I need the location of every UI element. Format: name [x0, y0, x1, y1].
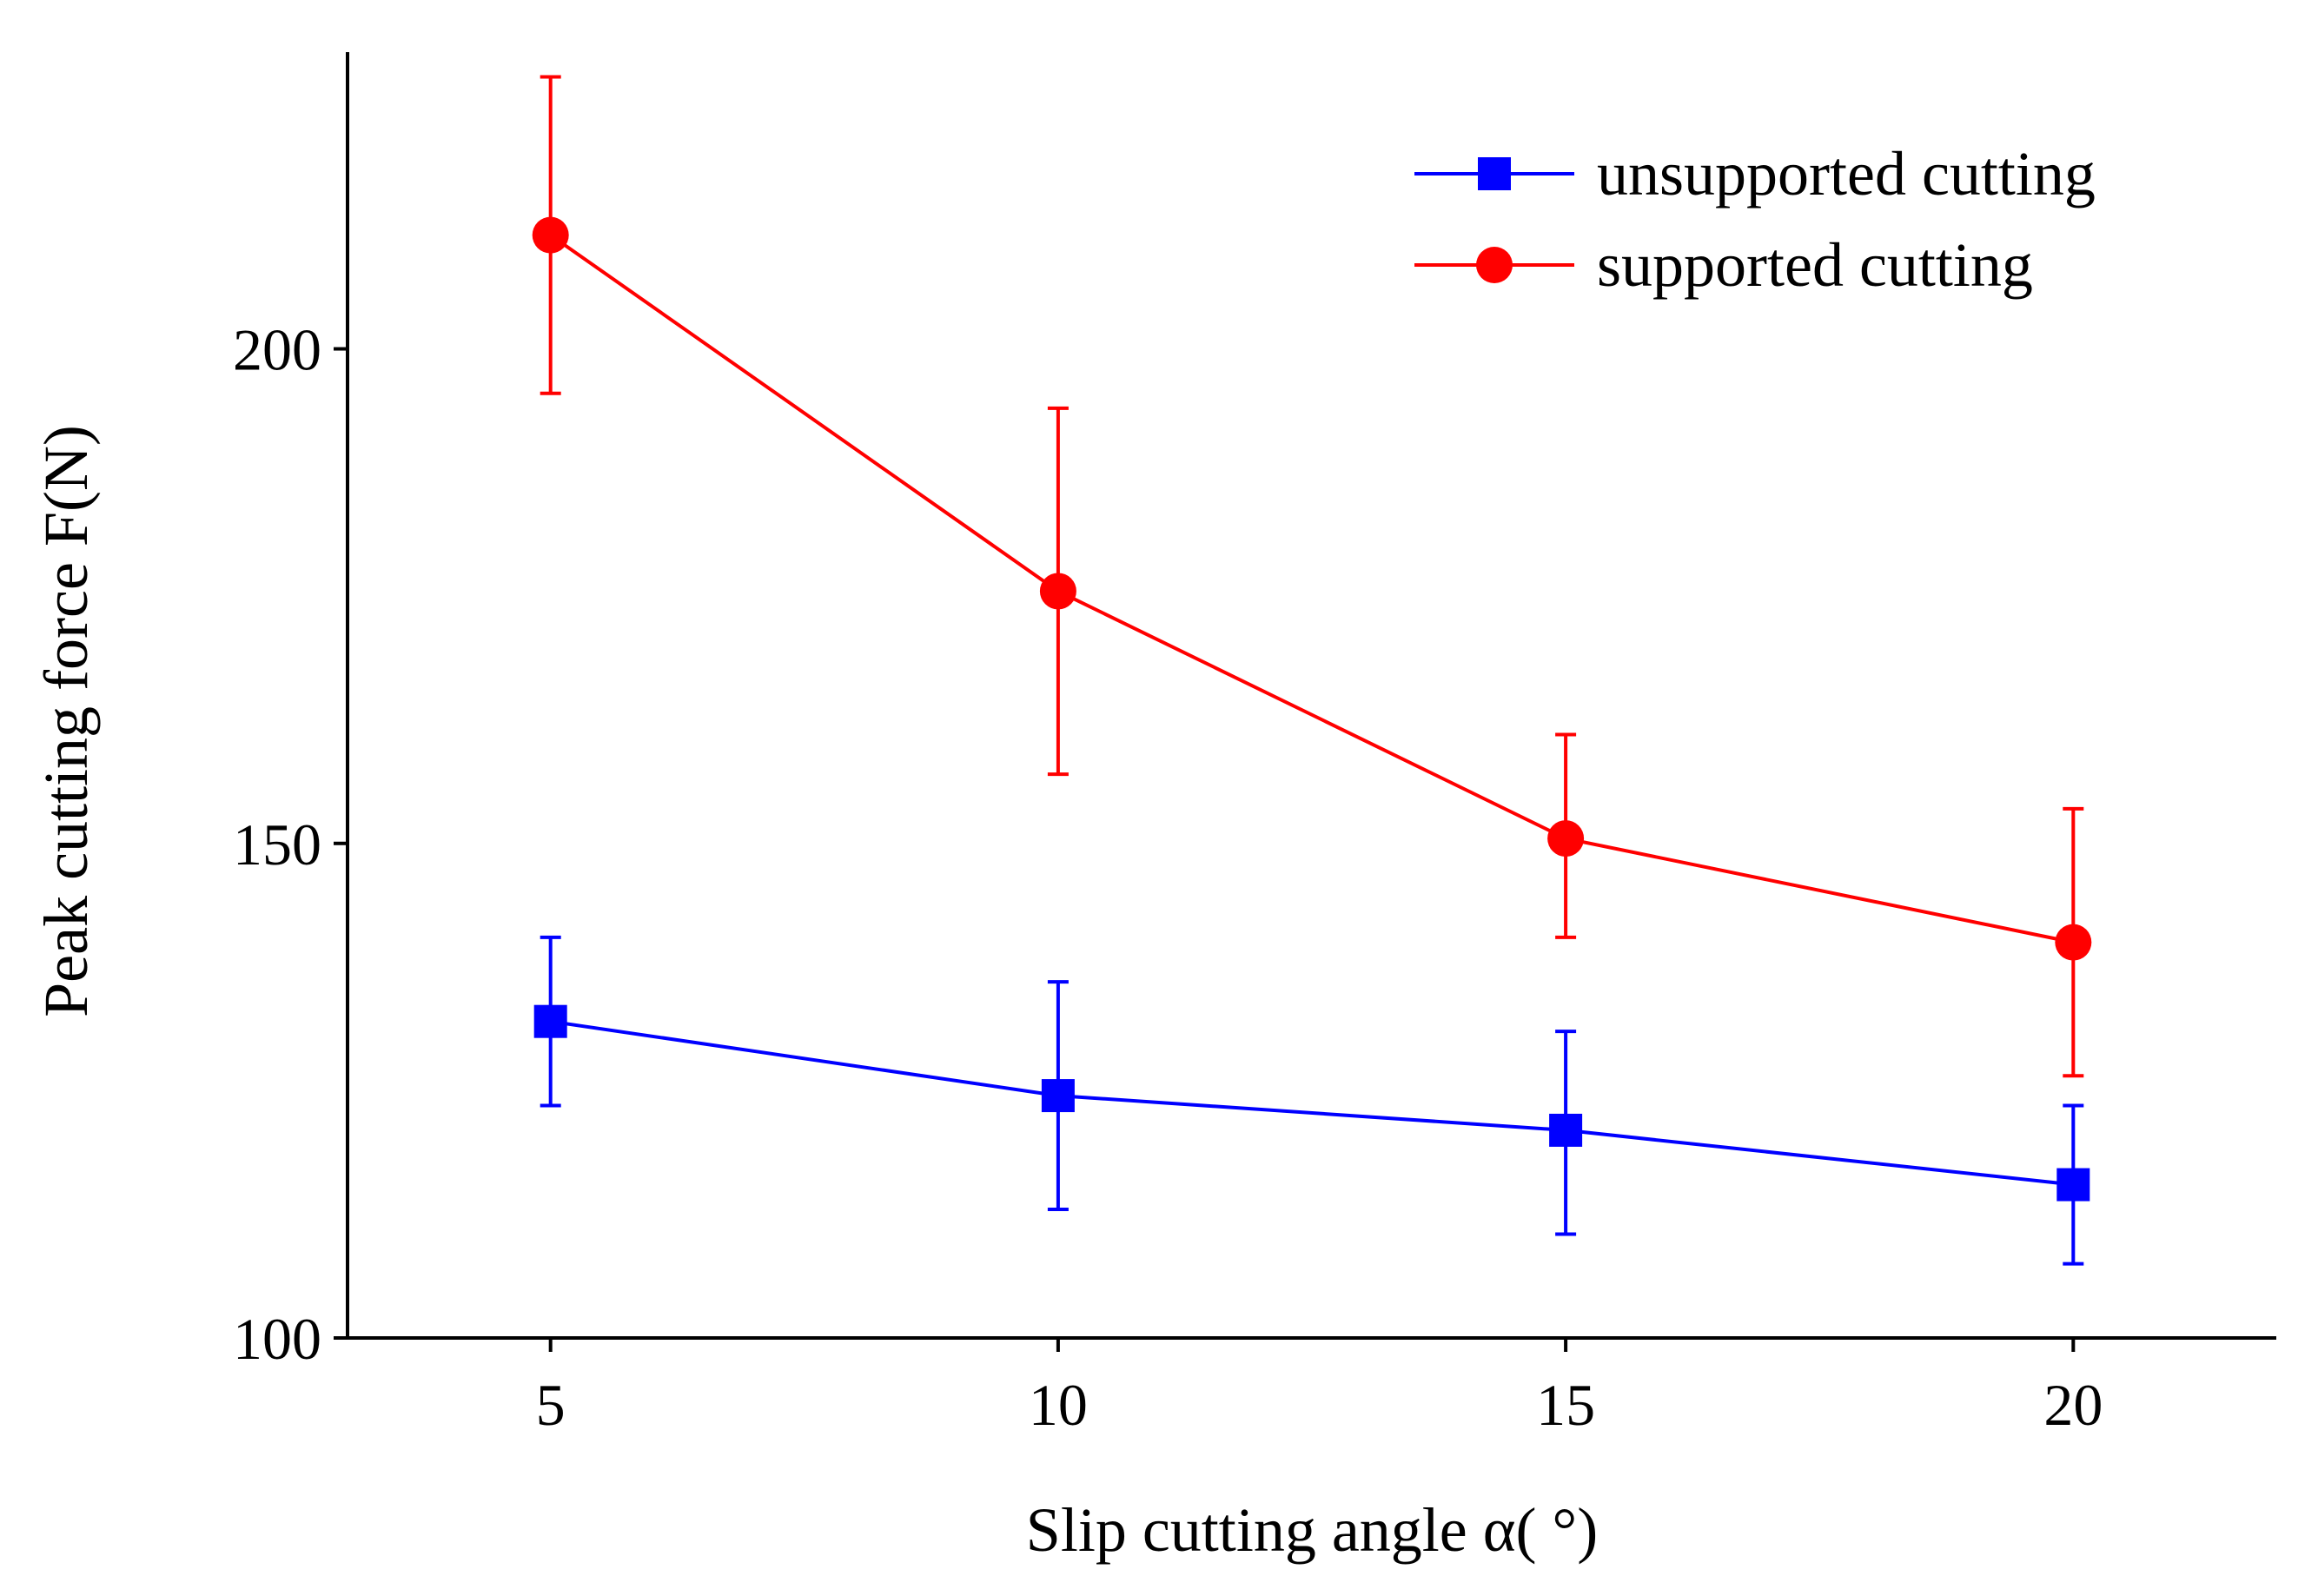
- x-axis-label: Slip cutting angle α( °): [1026, 1495, 1598, 1565]
- x-tick-label: 10: [1029, 1372, 1088, 1438]
- data-point: [2056, 1168, 2090, 1202]
- ticks-layer: 5 10 15 20 100 150 200: [233, 317, 2103, 1438]
- y-axis-label: Peak cutting force F(N): [31, 425, 101, 1017]
- legend-label: supported cutting: [1597, 230, 2033, 300]
- axes-layer: [346, 52, 2276, 1340]
- y-tick-label: 100: [233, 1306, 321, 1372]
- x-tick-label: 5: [536, 1372, 566, 1438]
- legend-item: unsupported cutting: [1414, 139, 2096, 209]
- series-line: [549, 233, 2074, 944]
- data-point: [532, 216, 569, 254]
- legend-label: unsupported cutting: [1597, 139, 2096, 209]
- legend-marker: [1476, 247, 1513, 283]
- data-point: [2055, 924, 2092, 961]
- data-point: [533, 1004, 567, 1038]
- legend-item: supported cutting: [1414, 230, 2033, 300]
- data-point: [1041, 1079, 1075, 1113]
- data-point: [1549, 1113, 1583, 1147]
- legend-marker: [1478, 157, 1511, 190]
- series-line: [550, 1019, 2074, 1187]
- series-1: [533, 935, 2090, 1266]
- data-point: [1039, 573, 1076, 610]
- data-point: [1547, 820, 1585, 858]
- x-tick-label: 20: [2043, 1372, 2103, 1438]
- y-tick-label: 150: [233, 811, 321, 877]
- series-layer: [532, 75, 2092, 1266]
- legend: unsupported cutting supported cutting: [1414, 139, 2096, 300]
- series-2: [532, 75, 2092, 1078]
- y-tick-label: 200: [233, 317, 321, 383]
- x-tick-label: 15: [1536, 1372, 1595, 1438]
